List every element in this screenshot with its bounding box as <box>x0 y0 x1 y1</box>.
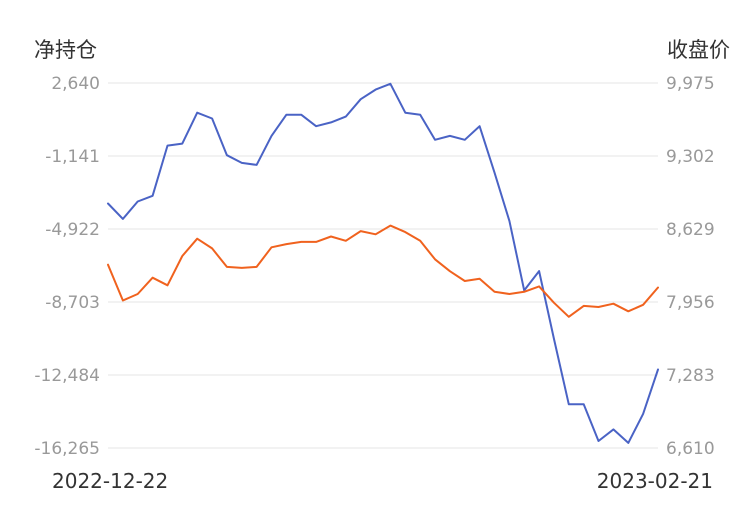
y-right-tick-label: 9,975 <box>666 74 715 94</box>
y-right-tick-label: 9,302 <box>666 147 715 167</box>
y-left-tick-label: 2,640 <box>51 74 100 94</box>
y-left-tick-label: -1,141 <box>45 147 100 167</box>
y-right-tick-label: 7,283 <box>666 366 715 386</box>
net-position-series-line <box>107 82 659 444</box>
y-right-tick-label: 7,956 <box>666 293 715 313</box>
y-left-tick-label: -16,265 <box>34 439 100 459</box>
close-price-series-line <box>107 224 659 318</box>
x-axis-end-label: 2023-02-21 <box>596 469 713 493</box>
y-right-tick-label: 8,629 <box>666 220 715 240</box>
y-left-tick-label: -8,703 <box>45 293 100 313</box>
y-left-tick-label: -12,484 <box>34 366 100 386</box>
y-left-tick-label: -4,922 <box>45 220 100 240</box>
right-axis-title: 收盘价 <box>667 38 730 62</box>
left-axis-title: 净持仓 <box>34 38 97 62</box>
x-axis-start-label: 2022-12-22 <box>52 469 169 493</box>
y-right-tick-label: 6,610 <box>666 439 715 459</box>
